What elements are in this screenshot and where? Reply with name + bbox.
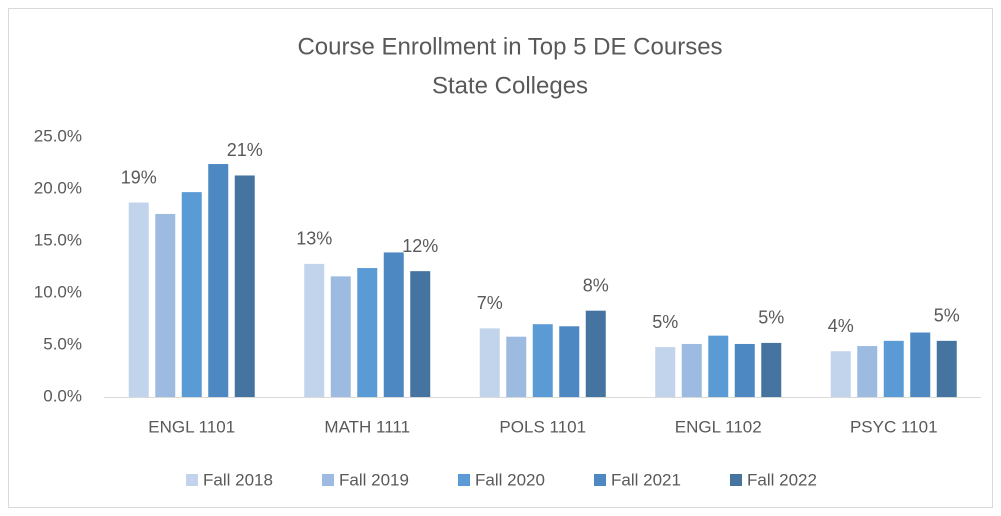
legend-label: Fall 2019 bbox=[339, 470, 409, 489]
y-tick-label: 15.0% bbox=[34, 230, 82, 249]
bar bbox=[936, 340, 957, 397]
bar bbox=[559, 326, 580, 397]
legend-swatch bbox=[458, 474, 470, 486]
data-label: 19% bbox=[121, 167, 157, 187]
legend-label: Fall 2022 bbox=[747, 470, 817, 489]
bar bbox=[681, 343, 702, 397]
bar bbox=[655, 347, 676, 397]
y-tick-label: 5.0% bbox=[43, 334, 82, 353]
legend-label: Fall 2021 bbox=[611, 470, 681, 489]
bar bbox=[761, 342, 782, 397]
bar bbox=[734, 343, 755, 397]
bar bbox=[585, 310, 606, 397]
bar bbox=[234, 175, 255, 397]
bar bbox=[128, 202, 149, 397]
data-label: 5% bbox=[758, 308, 784, 328]
bar bbox=[479, 328, 500, 397]
y-tick-label: 25.0% bbox=[34, 126, 82, 145]
bar bbox=[330, 276, 351, 397]
bar bbox=[410, 271, 431, 397]
data-label: 21% bbox=[227, 140, 263, 160]
x-tick-label: PSYC 1101 bbox=[850, 417, 938, 436]
bar bbox=[883, 340, 904, 397]
bar bbox=[304, 263, 325, 397]
bar bbox=[155, 213, 176, 397]
bar bbox=[830, 351, 851, 397]
data-label: 4% bbox=[828, 316, 854, 336]
legend-swatch bbox=[730, 474, 742, 486]
legend-swatch bbox=[322, 474, 334, 486]
data-label: 7% bbox=[477, 293, 503, 313]
y-tick-label: 0.0% bbox=[43, 386, 82, 405]
x-tick-label: ENGL 1101 bbox=[148, 417, 235, 436]
x-tick-label: ENGL 1102 bbox=[675, 417, 762, 436]
data-label: 12% bbox=[402, 236, 438, 256]
bar bbox=[857, 346, 878, 397]
chart-title: Course Enrollment in Top 5 DE Courses bbox=[297, 33, 722, 60]
data-label: 8% bbox=[583, 275, 609, 295]
x-tick-label: MATH 1111 bbox=[324, 417, 410, 436]
bar bbox=[357, 268, 378, 397]
bar bbox=[181, 192, 202, 397]
legend-label: Fall 2020 bbox=[475, 470, 545, 489]
x-tick-label: POLS 1101 bbox=[499, 417, 586, 436]
legend-label: Fall 2018 bbox=[203, 470, 273, 489]
bar bbox=[383, 252, 404, 397]
bar bbox=[910, 332, 931, 397]
y-tick-label: 20.0% bbox=[34, 178, 82, 197]
data-label: 5% bbox=[652, 312, 678, 332]
y-tick-label: 10.0% bbox=[34, 282, 82, 301]
bar bbox=[208, 164, 229, 397]
data-label: 5% bbox=[934, 306, 960, 326]
bar bbox=[532, 324, 553, 397]
bar bbox=[708, 335, 729, 397]
legend-swatch bbox=[594, 474, 606, 486]
legend-swatch bbox=[186, 474, 198, 486]
data-label: 13% bbox=[296, 229, 332, 249]
bar bbox=[506, 336, 527, 397]
chart-subtitle: State Colleges bbox=[432, 72, 588, 99]
